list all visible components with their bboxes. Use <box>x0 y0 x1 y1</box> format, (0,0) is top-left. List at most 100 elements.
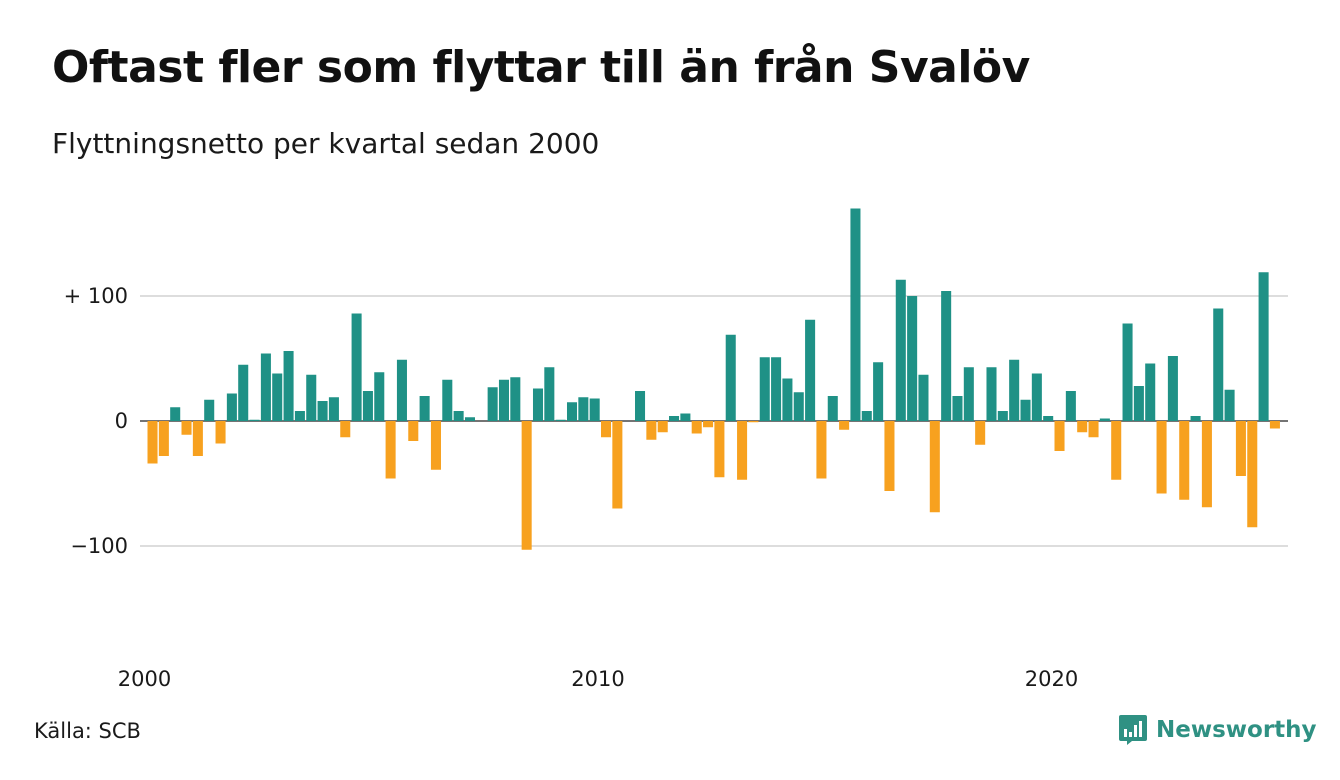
bar <box>805 319 816 421</box>
bar <box>430 421 441 470</box>
bar <box>419 396 430 421</box>
bar <box>771 357 782 421</box>
bar <box>737 421 748 480</box>
bar <box>1269 421 1280 429</box>
bar <box>1009 359 1020 421</box>
bar <box>861 411 872 421</box>
bar <box>782 378 793 421</box>
y-axis-ticks: + 100 0 −100 <box>64 284 128 558</box>
bar <box>362 391 373 421</box>
bar <box>657 421 668 433</box>
bar-chart: + 100 0 −100 2000 2010 2020 <box>64 208 1288 691</box>
bar <box>646 421 657 440</box>
bar <box>226 393 237 421</box>
bar <box>1247 421 1258 528</box>
bar <box>578 397 589 421</box>
bar <box>714 421 725 478</box>
bar <box>725 334 736 421</box>
bar <box>816 421 827 479</box>
bar <box>442 379 453 421</box>
bar <box>158 421 169 456</box>
bar <box>181 421 192 435</box>
bar <box>1088 421 1099 438</box>
bars <box>147 208 1280 550</box>
source-note: Källa: SCB <box>34 719 141 743</box>
newsworthy-logo-icon <box>1119 715 1147 745</box>
bar <box>272 373 283 421</box>
bar <box>1258 272 1269 421</box>
bar <box>317 401 328 421</box>
bar <box>1043 416 1054 421</box>
bar <box>510 377 521 421</box>
bar <box>918 374 929 421</box>
bar <box>986 367 997 421</box>
bar <box>759 357 770 421</box>
bar <box>963 367 974 421</box>
bar <box>589 398 600 421</box>
bar <box>566 402 578 421</box>
bar <box>340 421 351 438</box>
bar <box>1020 399 1031 421</box>
bar <box>487 387 498 421</box>
bar <box>1213 308 1224 421</box>
bar <box>884 421 895 491</box>
bar <box>1190 416 1201 421</box>
bar <box>1099 418 1110 421</box>
bar <box>975 421 986 445</box>
bar <box>215 421 226 444</box>
x-tick-label: 2020 <box>1025 667 1078 691</box>
bar <box>827 396 838 421</box>
bar <box>408 421 419 441</box>
bar <box>1065 391 1076 421</box>
bar <box>351 313 362 421</box>
bar <box>691 421 702 434</box>
bar <box>1224 389 1235 421</box>
bar <box>850 208 861 421</box>
bar <box>170 407 181 421</box>
bar <box>1054 421 1065 451</box>
bar <box>396 359 407 421</box>
bar <box>260 353 271 421</box>
bar <box>703 421 714 428</box>
bar <box>147 421 158 464</box>
bar <box>283 351 294 421</box>
bar <box>498 379 509 421</box>
bar <box>464 417 475 421</box>
bar <box>601 421 612 438</box>
bar <box>204 399 215 421</box>
bar <box>328 397 339 421</box>
bar <box>532 388 544 421</box>
x-tick-label: 2010 <box>571 667 624 691</box>
chart-subtitle: Flyttningsnetto per kvartal sedan 2000 <box>52 127 600 160</box>
bar <box>294 411 305 421</box>
x-tick-label: 2000 <box>118 667 171 691</box>
brand: Newsworthy <box>1118 714 1317 746</box>
bar <box>238 364 249 421</box>
bar <box>1111 421 1122 480</box>
x-axis-ticks: 2000 2010 2020 <box>118 667 1078 691</box>
bar <box>669 416 680 421</box>
y-tick-label: −100 <box>70 534 128 558</box>
bar <box>873 362 884 421</box>
y-tick-label: + 100 <box>64 284 128 308</box>
bar <box>192 421 203 456</box>
bar <box>544 367 555 421</box>
bar <box>1235 421 1246 476</box>
bar <box>1031 373 1042 421</box>
bar <box>1179 421 1190 500</box>
bar <box>1145 363 1156 421</box>
bar <box>1201 421 1212 508</box>
bar <box>1133 386 1144 421</box>
y-tick-label: 0 <box>115 409 128 433</box>
bar <box>555 419 566 421</box>
bar <box>521 421 532 550</box>
bar <box>453 411 464 421</box>
bar <box>839 421 850 430</box>
bar <box>793 392 804 421</box>
bar <box>929 421 940 513</box>
bar <box>997 411 1008 421</box>
bar <box>680 413 691 421</box>
bar <box>907 296 918 421</box>
bar <box>374 372 385 421</box>
bar <box>612 421 623 509</box>
